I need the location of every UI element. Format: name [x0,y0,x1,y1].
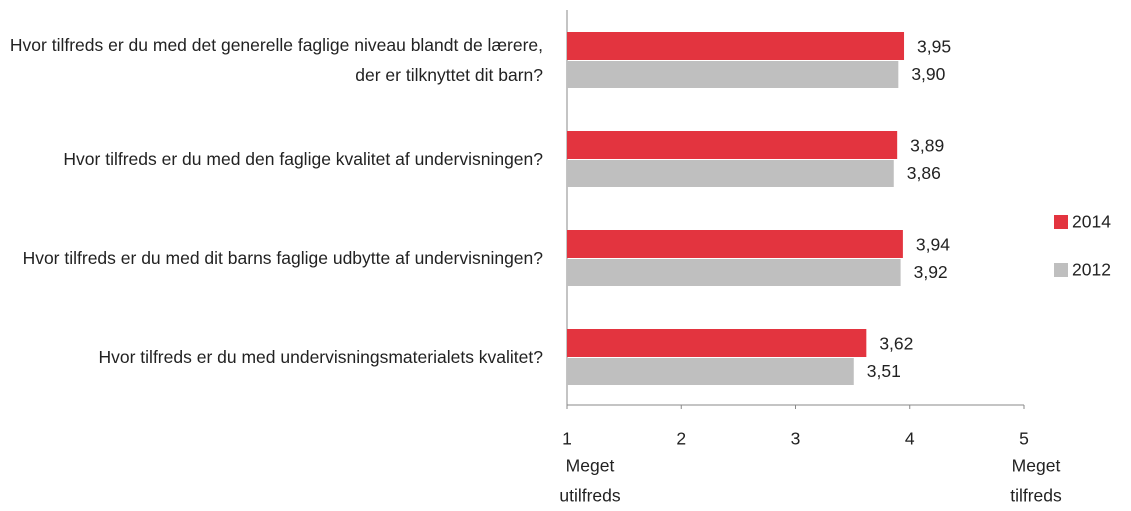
x-tick-label: 5 [1019,429,1029,449]
category-label: Hvor tilfreds er du med den faglige kval… [63,149,543,169]
value-label: 3,95 [917,37,951,57]
value-label: 3,90 [911,64,945,84]
bar [567,259,901,286]
bar [567,358,854,385]
value-label: 3,51 [867,361,901,381]
bar [567,131,898,159]
axis-end-label: Meget [1012,456,1061,476]
legend-label: 2014 [1072,212,1111,232]
x-tick-label: 4 [905,429,915,449]
value-label: 3,89 [910,136,944,156]
bar [567,329,867,357]
axis-end-label: utilfreds [559,486,621,506]
axis-end-label: Meget [566,456,615,476]
value-label: 3,62 [879,334,913,354]
bar [567,160,894,187]
bar [567,61,899,88]
category-label: Hvor tilfreds er du med undervisningsmat… [98,347,544,367]
value-label: 3,92 [914,262,948,282]
category-label: Hvor tilfreds er du med dit barns faglig… [22,248,543,268]
legend-label: 2012 [1072,260,1111,280]
bar [567,230,903,258]
x-tick-label: 3 [791,429,801,449]
value-label: 3,94 [916,235,950,255]
value-label: 3,86 [907,163,941,183]
legend-swatch [1054,215,1068,229]
x-tick-label: 1 [562,429,572,449]
bar [567,32,905,60]
x-tick-label: 2 [676,429,686,449]
legend-swatch [1054,263,1068,277]
category-label: Hvor tilfreds er du med det generelle fa… [9,35,543,85]
axis-end-label: tilfreds [1010,486,1062,506]
